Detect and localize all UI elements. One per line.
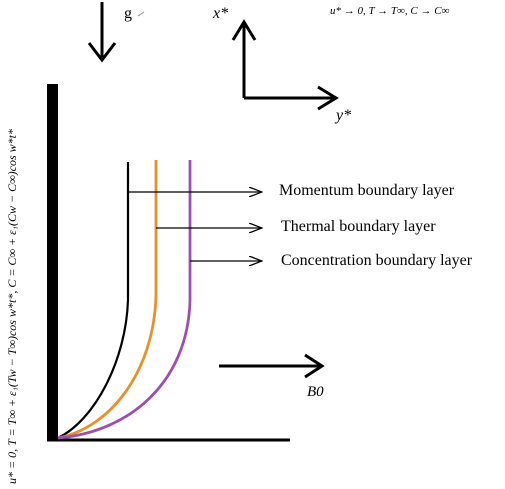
gravity-arrow xyxy=(87,2,117,63)
thermal-boundary-layer-label: Thermal boundary layer xyxy=(281,218,436,235)
concentration-profile xyxy=(57,160,192,440)
coordinate-axes xyxy=(231,19,339,111)
x-axis-label: x* xyxy=(213,5,229,22)
top-right-conditions: u* → 0, T → T∞, C → C∞ xyxy=(330,5,450,17)
wall-condition-label: u* = 0, T = T∞ + ε₁(Tw − T∞)cos w*t*, C … xyxy=(6,129,18,484)
thermal-profile xyxy=(57,160,158,440)
magnetic-field-label: B0 xyxy=(307,384,324,400)
momentum-profile xyxy=(57,162,130,439)
momentum-boundary-layer-label: Momentum boundary layer xyxy=(279,182,455,199)
magnetic-field-arrow xyxy=(219,353,325,379)
gravity-label: g xyxy=(124,5,132,22)
vertical-plate xyxy=(47,84,58,441)
y-axis-label: y* xyxy=(336,107,352,124)
gravity-tick-mark xyxy=(137,11,145,17)
concentration-boundary-layer-label: Concentration boundary layer xyxy=(281,252,473,269)
